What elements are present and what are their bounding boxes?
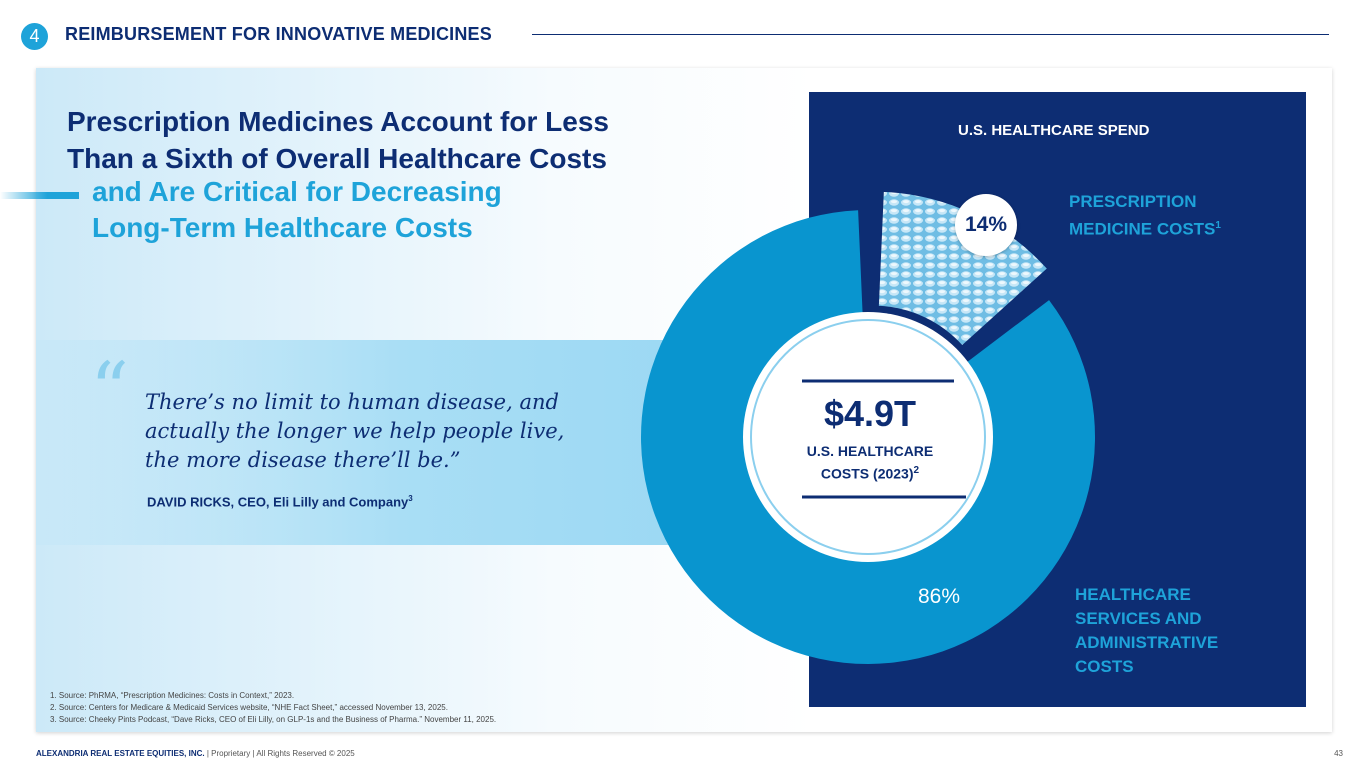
section-header: 4 REIMBURSEMENT FOR INNOVATIVE MEDICINES (0, 0, 1365, 64)
center-total-value: $4.9T (823, 393, 917, 434)
rx-percent-badge: 14% (955, 194, 1017, 256)
legend-prescription-footnote-ref: 1 (1215, 220, 1221, 231)
subtitle-line-2: Long-Term Healthcare Costs (92, 212, 473, 243)
title-line-2: Than a Sixth of Overall Healthcare Costs (67, 143, 607, 174)
quote-text: There’s no limit to human disease, and a… (145, 388, 615, 475)
page-subtitle: and Are Critical for Decreasing Long-Ter… (92, 174, 502, 246)
footnote-1: 1. Source: PhRMA, “Prescription Medicine… (50, 691, 295, 700)
accent-bar (0, 192, 79, 199)
quote-attribution: DAVID RICKS, CEO, Eli Lilly and Company3 (147, 494, 413, 509)
legend-prescription-line-2: MEDICINE COSTS (1069, 219, 1216, 239)
center-label-footnote-ref: 2 (913, 465, 920, 476)
legend-prescription: PRESCRIPTION MEDICINE COSTS1 (1069, 190, 1269, 242)
legend-services-line-3: ADMINISTRATIVE (1075, 633, 1219, 652)
quote-line-3: the more disease there’ll be.” (145, 448, 461, 472)
page-title: Prescription Medicines Account for Less … (67, 103, 609, 177)
section-title: REIMBURSEMENT FOR INNOVATIVE MEDICINES (65, 24, 492, 44)
center-label-line-2: COSTS (2023) (820, 465, 914, 482)
services-percent-label: 86% (918, 585, 961, 608)
center-total-label: U.S. HEALTHCARE COSTS (2023)2 (795, 442, 945, 484)
attribution-footnote-ref: 3 (408, 494, 413, 503)
attribution-name: DAVID RICKS, CEO, Eli Lilly and Company (147, 494, 409, 510)
legend-services-line-2: SERVICES AND (1075, 609, 1202, 628)
subtitle-line-1: and Are Critical for Decreasing (92, 176, 502, 207)
center-label-line-1: U.S. HEALTHCARE (806, 443, 934, 459)
page-number: 43 (1334, 749, 1343, 758)
legend-services-line-1: HEALTHCARE (1075, 585, 1191, 604)
chart-title: U.S. HEALTHCARE SPEND (958, 122, 1150, 139)
footer-rights: | Proprietary | All Rights Reserved © 20… (204, 749, 355, 758)
section-divider (532, 34, 1329, 35)
legend-healthcare-services: HEALTHCARE SERVICES AND ADMINISTRATIVE C… (1075, 583, 1275, 679)
quote-line-2: actually the longer we help people live, (145, 419, 565, 443)
footer-copyright: ALEXANDRIA REAL ESTATE EQUITIES, INC. | … (36, 749, 355, 758)
footnote-3: 3. Source: Cheeky Pints Podcast, “Dave R… (50, 715, 497, 724)
section-number-badge: 4 (21, 23, 48, 50)
legend-prescription-line-1: PRESCRIPTION (1069, 192, 1197, 211)
quote-mark-icon: “ (90, 345, 129, 434)
quote-line-1: There’s no limit to human disease, and (145, 390, 559, 414)
title-line-1: Prescription Medicines Account for Less (67, 106, 609, 137)
footnotes: 1. Source: PhRMA, “Prescription Medicine… (50, 690, 496, 726)
legend-services-line-4: COSTS (1075, 657, 1134, 676)
footnote-2: 2. Source: Centers for Medicare & Medica… (50, 703, 448, 712)
footer-company: ALEXANDRIA REAL ESTATE EQUITIES, INC. (36, 749, 205, 758)
quote-band (36, 340, 698, 545)
